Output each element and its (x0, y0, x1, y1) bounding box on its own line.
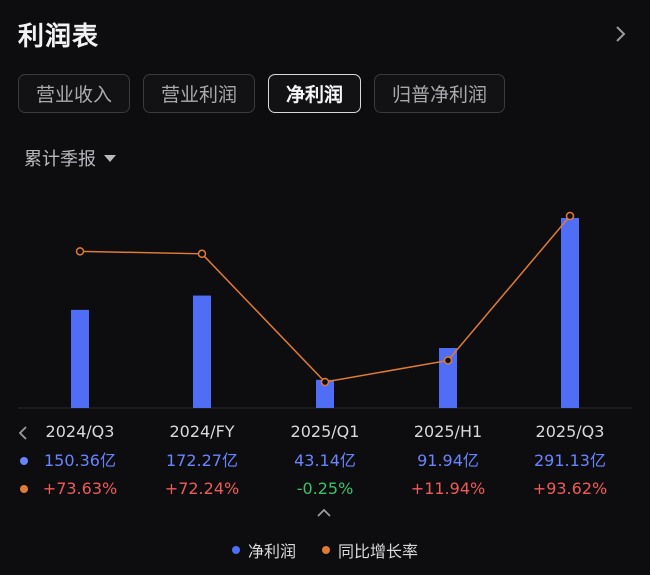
growth-label-2025/Q1: -0.25% (296, 479, 354, 498)
growth-label-2025/Q3: +93.62% (532, 479, 608, 498)
value-row-dot (20, 457, 28, 465)
tab-operating-profit[interactable]: 营业利润 (143, 74, 256, 113)
header: 利润表 (18, 14, 632, 54)
bar-2024/Q3[interactable] (71, 309, 89, 408)
chevron-up-icon[interactable] (316, 503, 332, 517)
tab-revenue[interactable]: 营业收入 (18, 74, 131, 113)
growth-point-2024/Q3[interactable] (75, 247, 85, 256)
bar-2024/FY[interactable] (193, 295, 211, 408)
triangle-down-icon (104, 154, 116, 162)
tab-net-profit[interactable]: 净利润 (268, 74, 362, 113)
chart-legend: 净利润 同比增长率 (0, 538, 650, 562)
growth-row: +73.63% +72.24% -0.25% +11.94% +93.62% (0, 474, 650, 504)
growth-row-dot (20, 485, 28, 493)
chevron-left-icon[interactable] (16, 425, 30, 441)
growth-point-2024/FY[interactable] (197, 249, 207, 259)
legend-label-growth: 同比增长率 (338, 542, 419, 561)
growth-label-2024/Q3: +73.63% (42, 479, 118, 498)
legend-item-net-profit: 净利润 (231, 538, 296, 562)
net-profit-label-2025/Q1: 43.14亿 (294, 451, 356, 470)
chevron-right-icon[interactable] (610, 23, 632, 45)
legend-label-net-profit: 净利润 (247, 542, 296, 561)
net-profit-chart (18, 211, 632, 409)
period-dropdown[interactable]: 累计季报 (24, 145, 116, 171)
legend-dot-net-profit (231, 546, 240, 554)
net-profit-label-2024/FY: 172.27亿 (166, 451, 238, 470)
tick-label-2025/Q1: 2025/Q1 (290, 422, 360, 441)
growth-label-2024/FY: +72.24% (164, 479, 240, 498)
bar-2025/H1[interactable] (439, 347, 457, 408)
legend-item-growth: 同比增长率 (322, 538, 418, 562)
tick-label-2025/Q3: 2025/Q3 (535, 422, 605, 441)
tab-bar: 营业收入 营业利润 净利润 归普净利润 (18, 74, 506, 113)
legend-dot-growth (322, 546, 330, 554)
period-label: 累计季报 (24, 149, 96, 170)
page-title: 利润表 (18, 21, 100, 52)
growth-point-2025/Q3[interactable] (565, 211, 575, 221)
tab-attributable-net-profit[interactable]: 归普净利润 (374, 74, 506, 113)
tick-label-2024/Q3: 2024/Q3 (45, 422, 115, 441)
category-row: 2024/Q3 2024/FY 2025/Q1 2025/H1 2025/Q3 (0, 417, 650, 447)
net-profit-label-2025/Q3: 291.13亿 (534, 451, 606, 470)
growth-point-2025/Q1[interactable] (320, 377, 330, 387)
bar-2025/Q1[interactable] (316, 379, 334, 408)
net-profit-label-2025/H1: 91.94亿 (417, 451, 479, 470)
growth-point-2025/H1[interactable] (443, 356, 453, 365)
value-row: 150.36亿 172.27亿 43.14亿 91.94亿 291.13亿 (0, 446, 650, 476)
tick-label-2024/FY: 2024/FY (169, 422, 235, 441)
net-profit-label-2024/Q3: 150.36亿 (44, 451, 116, 470)
growth-label-2025/H1: +11.94% (410, 479, 486, 498)
bar-2025/Q3[interactable] (561, 218, 579, 408)
tick-label-2025/H1: 2025/H1 (413, 422, 483, 441)
growth-line (79, 215, 571, 383)
